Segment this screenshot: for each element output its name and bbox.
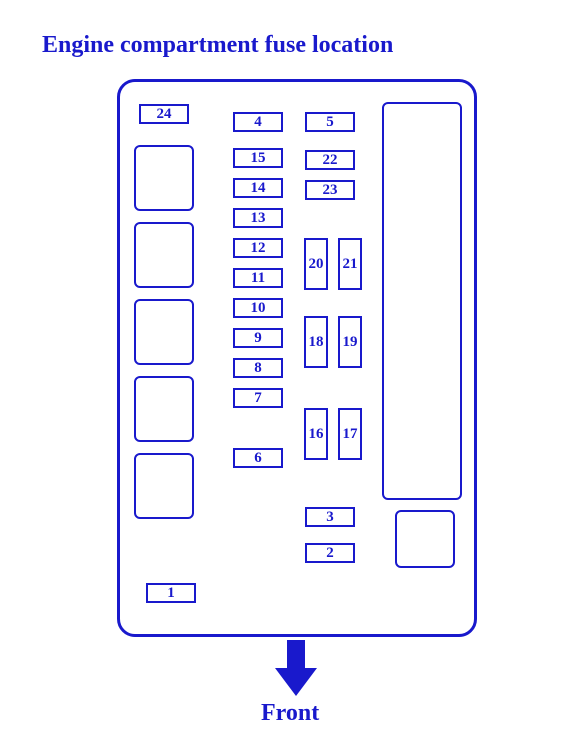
fuse-19: 19 (338, 316, 362, 368)
fuse-10: 10 (233, 298, 283, 318)
large-slot-right (382, 102, 462, 500)
relay-block-4 (134, 376, 194, 442)
fuse-23: 23 (305, 180, 355, 200)
fuse-24: 24 (139, 104, 189, 124)
fuse-5: 5 (305, 112, 355, 132)
fuse-13: 13 (233, 208, 283, 228)
small-slot-bottom-right (395, 510, 455, 568)
fuse-14: 14 (233, 178, 283, 198)
relay-block-2 (134, 222, 194, 288)
fuse-6: 6 (233, 448, 283, 468)
fuse-21: 21 (338, 238, 362, 290)
fuse-7: 7 (233, 388, 283, 408)
fuse-15: 15 (233, 148, 283, 168)
front-label: Front (261, 700, 319, 727)
fuse-9: 9 (233, 328, 283, 348)
relay-block-5 (134, 453, 194, 519)
fuse-11: 11 (233, 268, 283, 288)
relay-block-1 (134, 145, 194, 211)
fuse-2: 2 (305, 543, 355, 563)
relay-block-3 (134, 299, 194, 365)
fuse-18: 18 (304, 316, 328, 368)
fuse-4: 4 (233, 112, 283, 132)
front-arrow-icon (275, 640, 317, 696)
fuse-1: 1 (146, 583, 196, 603)
fuse-8: 8 (233, 358, 283, 378)
fuse-22: 22 (305, 150, 355, 170)
fuse-3: 3 (305, 507, 355, 527)
fuse-17: 17 (338, 408, 362, 460)
fuse-16: 16 (304, 408, 328, 460)
fuse-12: 12 (233, 238, 283, 258)
fuse-20: 20 (304, 238, 328, 290)
diagram-title: Engine compartment fuse location (42, 32, 393, 59)
